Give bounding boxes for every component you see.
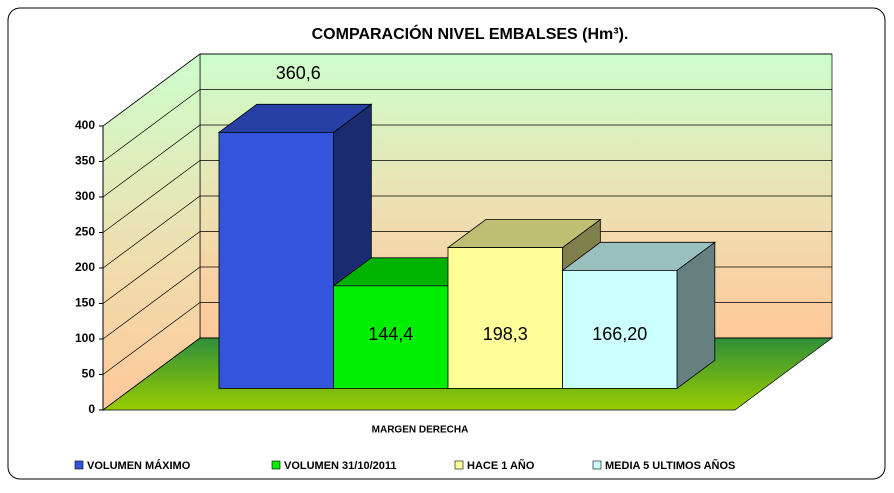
- legend-swatch: [74, 460, 84, 470]
- bar: [562, 269, 678, 389]
- bar: [447, 247, 563, 389]
- y-tick-label: 250: [75, 225, 95, 239]
- value-label: 198,3: [483, 324, 528, 344]
- legend-swatch: [454, 460, 464, 470]
- legend-label: VOLUMEN MÁXIMO: [87, 459, 191, 472]
- y-tick-label: 100: [75, 331, 95, 345]
- grid-line: [102, 89, 832, 162]
- grid-line: [102, 195, 832, 269]
- grid-line: [102, 231, 832, 304]
- y-tick-label: 350: [75, 154, 95, 168]
- y-tick-label: 200: [75, 260, 95, 274]
- value-label: 166,20: [592, 324, 647, 344]
- legend-label: VOLUMEN 31/10/2011: [284, 460, 397, 472]
- chart-title: COMPARACIÓN NIVEL EMBALSES (Hm³).: [312, 24, 629, 43]
- y-tick-label: 300: [75, 189, 95, 203]
- legend-swatch: [592, 460, 602, 470]
- value-label: 144,4: [368, 324, 413, 344]
- y-tick-label: 0: [88, 402, 95, 416]
- grid-line: [102, 160, 832, 233]
- y-tick-label: 50: [82, 367, 96, 381]
- legend-label: HACE 1 AÑO: [467, 459, 535, 472]
- legend-label: MEDIA 5 ULTIMOS AÑOS: [605, 459, 735, 472]
- bar: [333, 285, 449, 389]
- bar: [218, 131, 334, 389]
- x-tick-label: MARGEN DERECHA: [372, 425, 469, 436]
- y-tick-label: 150: [75, 296, 95, 310]
- y-tick-label: 400: [75, 118, 95, 132]
- legend-swatch: [271, 460, 281, 470]
- grid-line: [102, 124, 832, 198]
- grid-line: [102, 53, 832, 127]
- value-label: 360,6: [276, 63, 321, 83]
